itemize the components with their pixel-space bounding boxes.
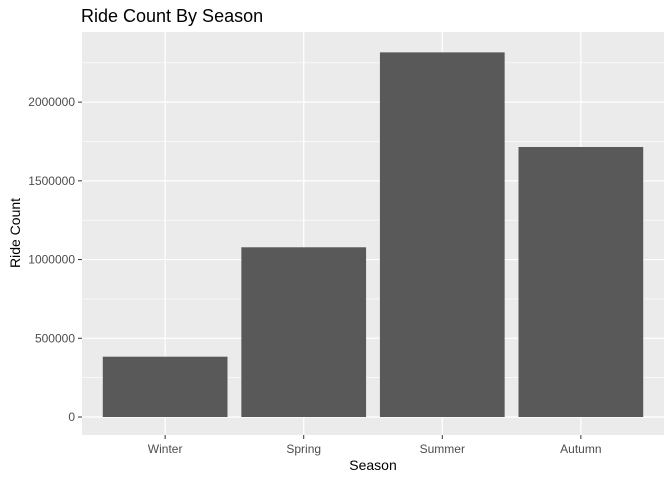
x-axis-title: Season [349, 457, 396, 473]
x-tick-label: Summer [420, 442, 465, 456]
x-tick-label: Winter [148, 442, 183, 456]
x-tick-label: Autumn [560, 442, 601, 456]
y-axis: 0 500000 1000000 1500000 2000000 [28, 95, 82, 424]
x-axis: Winter Spring Summer Autumn [148, 435, 602, 456]
y-tick-label: 2000000 [28, 95, 75, 109]
x-tick-label: Spring [286, 442, 321, 456]
y-tick-label: 500000 [35, 331, 75, 345]
y-axis-title: Ride Count [7, 198, 23, 268]
chart-title: Ride Count By Season [81, 6, 263, 26]
bars [102, 52, 644, 417]
y-tick-label: 1000000 [28, 253, 75, 267]
y-tick-label: 0 [68, 410, 75, 424]
bar-autumn [518, 146, 644, 417]
plot-panel [82, 32, 664, 435]
y-tick-label: 1500000 [28, 174, 75, 188]
bar-spring [241, 247, 367, 417]
bar-summer [379, 52, 505, 417]
bar-winter [102, 356, 228, 417]
